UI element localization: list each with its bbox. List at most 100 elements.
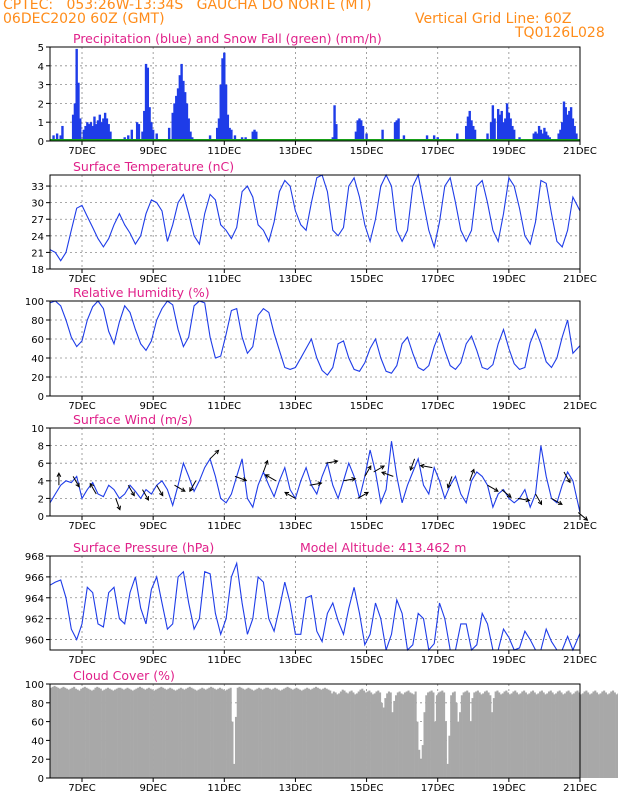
cloud-bar bbox=[496, 690, 499, 778]
cloud-bar bbox=[606, 694, 609, 778]
precip-bar bbox=[496, 109, 500, 141]
precip-bar bbox=[176, 88, 180, 141]
cloud-bar bbox=[140, 687, 143, 778]
x-tick-label: 13DEC bbox=[279, 401, 313, 412]
cloud-bar bbox=[147, 687, 150, 778]
cloud-bar bbox=[327, 689, 330, 778]
precip-bar bbox=[183, 92, 187, 141]
cloud-bar bbox=[249, 688, 252, 778]
y-tick-label: 6 bbox=[38, 459, 44, 470]
x-tick-label: 7DEC bbox=[68, 401, 95, 412]
precip-bar bbox=[509, 118, 512, 141]
cloud-bar bbox=[311, 688, 314, 778]
precip-bar bbox=[223, 52, 226, 141]
wind-arrow bbox=[343, 478, 356, 482]
x-tick-label: 9DEC bbox=[139, 655, 166, 666]
x-tick-label: 19DEC bbox=[492, 783, 526, 794]
precip-bar bbox=[575, 133, 578, 141]
precip-bar bbox=[95, 124, 98, 141]
cloud-bar bbox=[181, 688, 184, 778]
cloud-bar bbox=[451, 692, 455, 778]
wind-arrow-head bbox=[470, 468, 475, 474]
precip-bar bbox=[541, 133, 544, 141]
cloud-bar bbox=[409, 692, 412, 778]
precip-bar bbox=[233, 135, 237, 141]
cloud-bar bbox=[587, 692, 590, 778]
wind-arrow-head bbox=[380, 471, 387, 476]
cloud-bar bbox=[544, 694, 547, 778]
wind-arrow-head bbox=[446, 483, 452, 489]
x-tick-label: 9DEC bbox=[139, 274, 166, 285]
cloud-bar bbox=[596, 692, 599, 778]
cloud-bar bbox=[485, 690, 488, 778]
cloud-bar bbox=[583, 691, 586, 778]
plot-frame bbox=[49, 427, 581, 517]
y-tick-label: 962 bbox=[25, 615, 44, 626]
precip-bar bbox=[180, 63, 183, 141]
precip-bar bbox=[77, 82, 80, 141]
cloud-bar bbox=[414, 691, 417, 778]
precip-bar bbox=[557, 133, 560, 141]
x-tick-label: 7DEC bbox=[68, 783, 95, 794]
y-tick-label: 0 bbox=[38, 392, 44, 403]
cloud-bar bbox=[199, 688, 202, 778]
precip-bar bbox=[137, 124, 141, 141]
cloud-bar bbox=[53, 685, 56, 778]
cloud-bar bbox=[569, 692, 572, 778]
cloud-bar bbox=[517, 694, 520, 778]
cloud-bar bbox=[277, 689, 280, 778]
wind-arrow-head bbox=[284, 491, 290, 497]
cloud-bar bbox=[217, 688, 220, 778]
precip-bar bbox=[96, 120, 100, 141]
cloud-bar bbox=[122, 689, 125, 778]
precip-bar bbox=[89, 122, 93, 141]
cloud-bar bbox=[590, 693, 593, 778]
cloud-bar bbox=[76, 689, 79, 778]
cloud-bar bbox=[555, 693, 558, 778]
cloud-bar bbox=[592, 691, 595, 778]
cloud-bar bbox=[373, 693, 376, 778]
cloud-bar bbox=[300, 690, 303, 778]
cloud-bar bbox=[290, 688, 293, 778]
y-tick-label: 4 bbox=[38, 477, 44, 488]
cloud-bar bbox=[489, 695, 492, 778]
precip-bar bbox=[500, 110, 503, 141]
panel-title: Relative Humidity (%) bbox=[73, 285, 210, 300]
cloud-bar bbox=[293, 688, 296, 778]
cloud-bar bbox=[400, 693, 403, 778]
cloud-bar bbox=[106, 687, 109, 778]
cloud-bar bbox=[599, 693, 602, 778]
cloud-bar bbox=[194, 689, 197, 778]
wind-arrow-head bbox=[367, 465, 372, 471]
cloud-bar bbox=[270, 689, 273, 778]
cloud-bar bbox=[322, 688, 325, 778]
wind-arrow-head bbox=[333, 459, 339, 465]
y-tick-label: 60 bbox=[31, 335, 44, 346]
cloud-bar bbox=[313, 687, 316, 778]
y-tick-label: 24 bbox=[31, 232, 44, 243]
cloud-bar bbox=[350, 690, 353, 778]
cloud-bar bbox=[469, 721, 472, 778]
wind-arrow-head bbox=[493, 487, 499, 492]
cloud-bar bbox=[553, 694, 556, 778]
cloud-bar bbox=[448, 735, 451, 778]
wind-arrow bbox=[469, 469, 475, 481]
wind-arrow-head bbox=[583, 516, 589, 521]
precip-bar bbox=[511, 125, 514, 141]
cloud-bar bbox=[425, 695, 428, 778]
wind-arrow bbox=[284, 491, 296, 499]
wind-arrow-head bbox=[317, 481, 323, 487]
cloud-bar bbox=[537, 693, 540, 778]
precip-bar bbox=[397, 118, 400, 141]
cloud-bar bbox=[571, 694, 574, 778]
cloud-bar bbox=[539, 691, 542, 778]
cloud-bar bbox=[50, 687, 53, 778]
x-tick-label: 17DEC bbox=[421, 274, 455, 285]
cloud-bar bbox=[407, 690, 410, 778]
cloud-bar bbox=[339, 691, 342, 778]
cloud-bar bbox=[396, 692, 399, 778]
cloud-bar bbox=[103, 689, 106, 778]
cloud-bar bbox=[119, 687, 122, 778]
precip-bar bbox=[365, 133, 368, 141]
cloud-bar bbox=[304, 688, 307, 778]
